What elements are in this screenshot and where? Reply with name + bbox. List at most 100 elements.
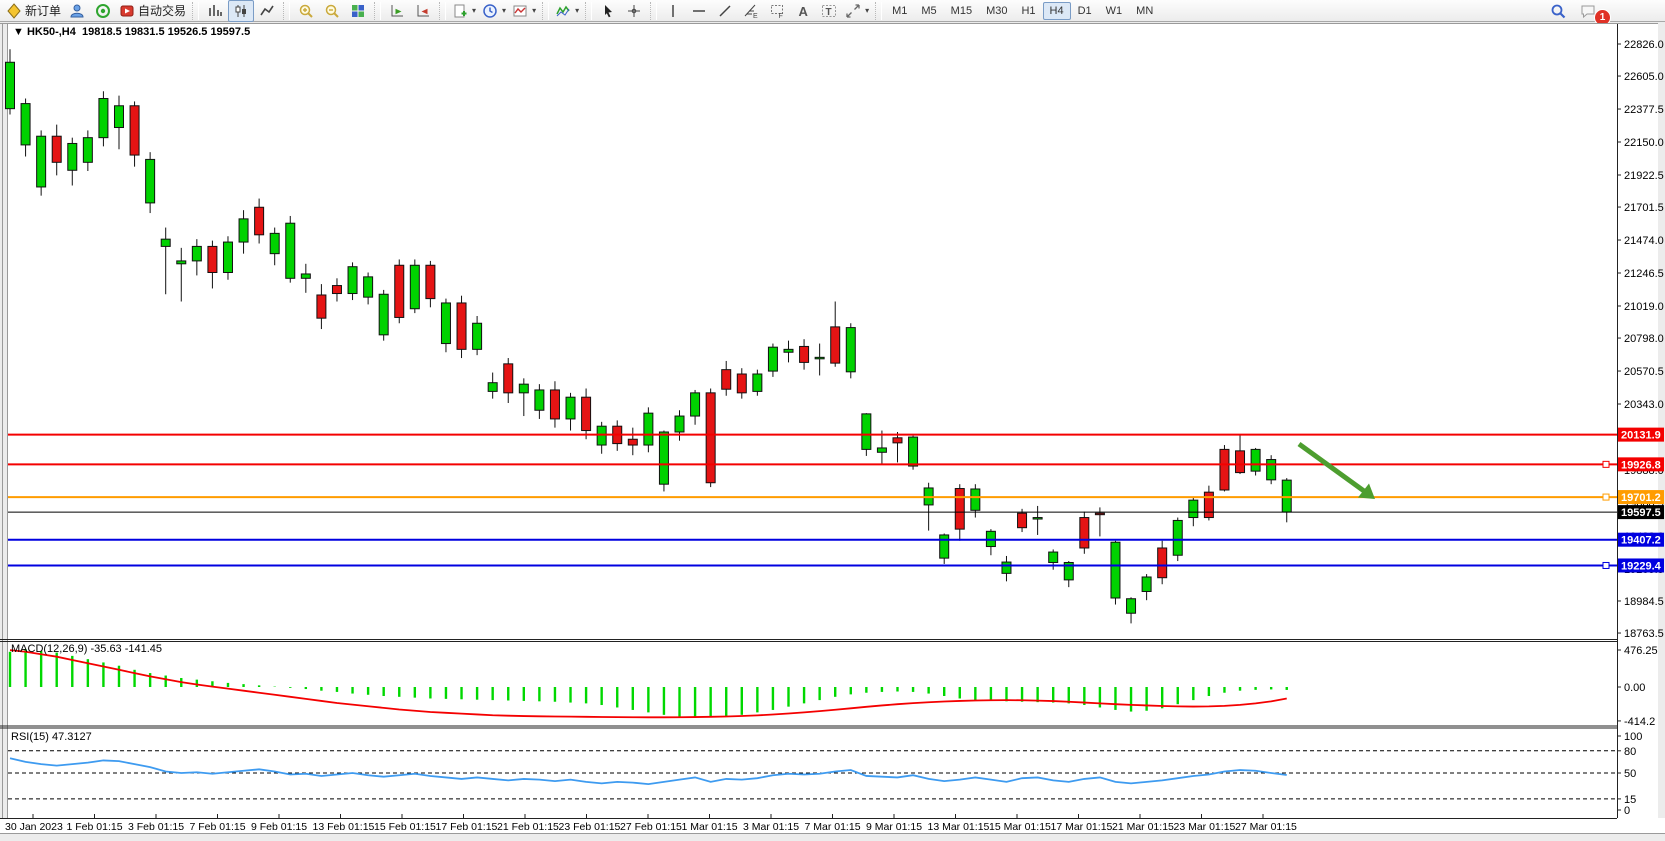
autotrading-button[interactable]: 自动交易: [116, 0, 189, 22]
candle: [954, 488, 965, 530]
periods-button[interactable]: ▾: [479, 0, 509, 22]
time-tick-label: 23 Feb 01:15: [559, 821, 621, 833]
zoom-in-button[interactable]: [293, 0, 319, 22]
trendline-button[interactable]: [712, 0, 738, 22]
candle: [1017, 512, 1028, 529]
candle: [565, 396, 576, 420]
signals-icon: [95, 3, 111, 19]
level-handle[interactable]: [1602, 460, 1610, 468]
tf-m30[interactable]: M30: [986, 4, 1008, 17]
chart-window[interactable]: 22826.0 22605.0 22377.5 22150.0 21922.5 21701…: [0, 23, 1665, 841]
chart-bg[interactable]: [0, 23, 1665, 841]
price-tick-label: 21474.0: [1624, 235, 1664, 247]
line-chart-button[interactable]: [254, 0, 280, 22]
tf-m15[interactable]: M15: [950, 4, 973, 17]
candle: [191, 245, 202, 262]
price-tick-label: 22377.5: [1624, 104, 1664, 116]
rsi-tick-label: 15: [1624, 794, 1636, 806]
horizontal-line-icon: [691, 3, 707, 19]
collapse-arrow-icon[interactable]: ▼: [13, 26, 24, 38]
candle: [98, 98, 109, 139]
trend-arrow-head[interactable]: [1358, 483, 1375, 500]
macd-signal-line: [9, 649, 1287, 719]
level-handle[interactable]: [1602, 561, 1610, 569]
bar-chart-button[interactable]: [202, 0, 228, 22]
tile-windows-button[interactable]: [345, 0, 371, 22]
fibonacci-button[interactable]: E: [738, 0, 764, 22]
trendline-icon: [717, 3, 733, 19]
chevron-down-icon: ▾: [575, 6, 580, 15]
text-label-icon: T: [821, 3, 837, 19]
candle: [752, 373, 763, 392]
templates-button[interactable]: ▾: [509, 0, 539, 22]
zoom-out-button[interactable]: [319, 0, 345, 22]
macd-tick-label: -414.2: [1624, 716, 1655, 728]
candle: [674, 415, 685, 433]
arrows-button[interactable]: ▾: [842, 0, 872, 22]
new-chart-button[interactable]: ▾: [449, 0, 479, 22]
time-tick-label: 1 Feb 01:15: [67, 821, 123, 833]
cursor-button[interactable]: [595, 0, 621, 22]
chat-icon: [1580, 3, 1596, 19]
time-tick-label: 21 Mar 01:15: [1112, 821, 1174, 833]
time-tick-label: 13 Mar 01:15: [928, 821, 990, 833]
chart-shift-button[interactable]: [384, 0, 410, 22]
line-chart-icon: [259, 3, 275, 19]
candle: [222, 241, 233, 274]
macd-tick-label: 476.25: [1624, 645, 1658, 657]
indicators-button[interactable]: ▾: [552, 0, 582, 22]
candle: [347, 266, 358, 295]
new-order-label: 新订单: [25, 4, 62, 18]
search-button[interactable]: [1545, 0, 1571, 22]
price-badge: [1618, 490, 1664, 505]
macd-label: MACD(12,26,9) -35.63 -141.45: [11, 643, 162, 655]
candlestick-chart-button[interactable]: [228, 0, 255, 22]
candle: [51, 135, 62, 163]
text-label-button[interactable]: T: [816, 0, 842, 22]
price-tick-label: 22150.0: [1624, 137, 1664, 149]
ohlc-values: 19818.5 19831.5 19526.5 19597.5: [81, 26, 251, 38]
notification-badge[interactable]: 1: [1594, 8, 1611, 26]
level-handle[interactable]: [1602, 493, 1610, 501]
tf-h4[interactable]: H4: [1042, 1, 1071, 20]
auto-scroll-button[interactable]: [410, 0, 436, 22]
candle: [145, 158, 156, 204]
candle: [908, 436, 919, 467]
horizontal-line-button[interactable]: [686, 0, 712, 22]
chat-button[interactable]: [1575, 0, 1601, 22]
tf-m1[interactable]: M1: [892, 4, 908, 17]
market-watch-button[interactable]: [64, 0, 90, 22]
rsi-tick-label: 80: [1624, 746, 1636, 758]
tf-w1[interactable]: W1: [1105, 4, 1123, 17]
candle: [690, 392, 701, 417]
new-order-button[interactable]: 新订单: [3, 0, 64, 22]
candle: [254, 206, 265, 236]
tf-m5[interactable]: M5: [921, 4, 937, 17]
candle: [814, 356, 825, 360]
auto-scroll-icon: [415, 3, 431, 19]
chart-title: ▼ HK50-,H4 19818.5 19831.5 19526.5 19597…: [13, 26, 250, 38]
candle: [207, 245, 218, 274]
candle: [643, 412, 654, 446]
candle: [1063, 561, 1074, 581]
price-badge: [1618, 532, 1664, 547]
crosshair-button[interactable]: [621, 0, 647, 22]
autotrading-icon: [119, 3, 135, 19]
candle: [285, 222, 296, 279]
svg-text:F: F: [779, 13, 783, 19]
tf-h1[interactable]: H1: [1021, 4, 1036, 17]
signals-button[interactable]: [90, 0, 116, 22]
candle: [1048, 551, 1059, 563]
time-tick-label: 23 Mar 01:15: [1174, 821, 1236, 833]
candle: [658, 431, 669, 485]
channel-button[interactable]: F: [764, 0, 790, 22]
text-button[interactable]: A: [790, 0, 816, 22]
tf-mn[interactable]: MN: [1136, 4, 1154, 17]
tf-d1[interactable]: D1: [1077, 4, 1092, 17]
rsi-name: RSI(15): [11, 731, 49, 743]
trend-arrow[interactable]: [1297, 441, 1366, 494]
bar-chart-icon: [207, 3, 223, 19]
candle: [876, 447, 887, 453]
time-tick-label: 7 Feb 01:15: [190, 821, 246, 833]
vertical-line-button[interactable]: [660, 0, 686, 22]
